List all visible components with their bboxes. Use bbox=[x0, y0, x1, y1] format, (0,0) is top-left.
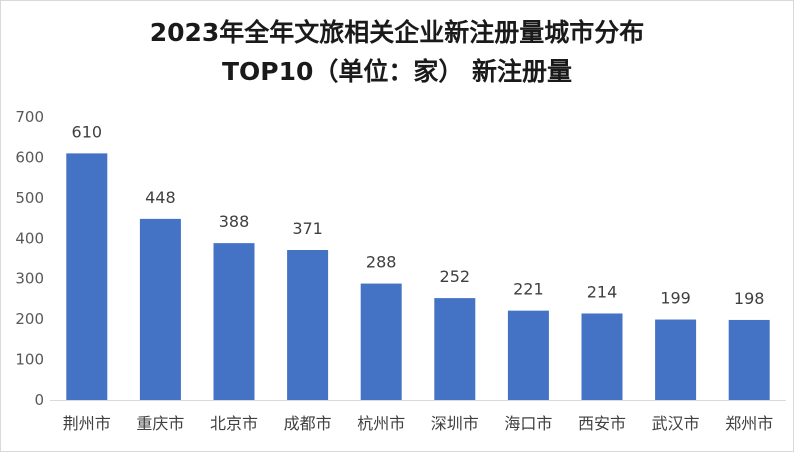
x-category-label: 荆州市 bbox=[63, 414, 111, 433]
y-tick-label: 700 bbox=[15, 108, 44, 126]
bar-data-label: 198 bbox=[734, 289, 765, 308]
y-tick-label: 400 bbox=[15, 229, 44, 247]
data-labels: 610 448 388 371 288 252 221 214 199 198 bbox=[72, 122, 765, 308]
x-category-label: 深圳市 bbox=[431, 414, 479, 433]
bar bbox=[434, 298, 476, 400]
bar bbox=[139, 218, 181, 400]
x-category-label: 西安市 bbox=[578, 414, 626, 433]
bar-data-label: 199 bbox=[660, 289, 691, 308]
y-axis-ticks: 0 100 200 300 400 500 600 700 bbox=[15, 108, 44, 409]
x-category-label: 海口市 bbox=[504, 414, 552, 433]
x-category-label: 重庆市 bbox=[136, 414, 184, 433]
y-tick-label: 100 bbox=[15, 351, 44, 369]
x-axis-categories: 荆州市 重庆市 北京市 成都市 杭州市 深圳市 海口市 西安市 武汉市 郑州市 bbox=[63, 414, 773, 433]
bar bbox=[728, 319, 770, 400]
bar-data-label: 214 bbox=[587, 282, 618, 301]
y-tick-label: 600 bbox=[15, 148, 44, 166]
bar-data-label: 371 bbox=[292, 219, 323, 238]
bar-data-label: 288 bbox=[366, 253, 397, 272]
bar-data-label: 610 bbox=[72, 122, 103, 141]
bar bbox=[287, 250, 329, 400]
chart-title: 2023年全年文旅相关企业新注册量城市分布 bbox=[149, 18, 645, 47]
y-tick-label: 300 bbox=[15, 270, 44, 288]
bar bbox=[655, 319, 697, 400]
x-category-label: 北京市 bbox=[210, 414, 258, 433]
bar-data-label: 448 bbox=[145, 188, 176, 207]
bar bbox=[581, 313, 623, 400]
bar bbox=[507, 310, 549, 400]
x-category-label: 成都市 bbox=[284, 414, 332, 433]
x-category-label: 武汉市 bbox=[652, 414, 700, 433]
x-category-label: 杭州市 bbox=[357, 414, 405, 433]
bar bbox=[66, 153, 108, 400]
x-category-label: 郑州市 bbox=[725, 414, 773, 433]
bars bbox=[66, 153, 770, 400]
bar-data-label: 252 bbox=[440, 267, 471, 286]
chart-subtitle: TOP10（单位：家） 新注册量 bbox=[221, 57, 573, 86]
y-tick-label: 200 bbox=[15, 310, 44, 328]
y-tick-label: 0 bbox=[34, 391, 44, 409]
y-tick-label: 500 bbox=[15, 189, 44, 207]
bar bbox=[360, 283, 402, 400]
bar-data-label: 221 bbox=[513, 280, 544, 299]
bar bbox=[213, 243, 255, 400]
bar-data-label: 388 bbox=[219, 212, 250, 231]
